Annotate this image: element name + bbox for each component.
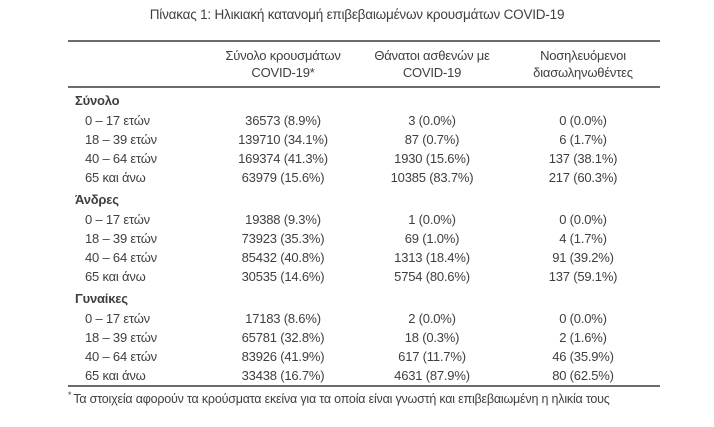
table-row: 65 και άνω 30535 (14.6%) 5754 (80.6%) 13… [68, 267, 660, 286]
age-group-cell: 0 – 17 ετών [85, 113, 150, 128]
deaths-cell: 69 (1.0%) [404, 231, 460, 246]
intubated-cell: 0 (0.0%) [559, 311, 607, 326]
table-row: 18 – 39 ετών 139710 (34.1%) 87 (0.7%) 6 … [68, 130, 660, 149]
section-label-total: Σύνολο [75, 93, 120, 108]
table-body: Σύνολο 0 – 17 ετών 36573 (8.9%) 3 (0.0%)… [68, 87, 660, 386]
table-row: 65 και άνω 33438 (16.7%) 4631 (87.9%) 80… [68, 366, 660, 386]
deaths-cell: 3 (0.0%) [408, 113, 456, 128]
table-row: 65 και άνω 63979 (15.6%) 10385 (83.7%) 2… [68, 168, 660, 187]
intubated-cell: 137 (59.1%) [548, 269, 618, 284]
table-row: 0 – 17 ετών 36573 (8.9%) 3 (0.0%) 0 (0.0… [68, 111, 660, 130]
cases-cell: 169374 (41.3%) [238, 151, 328, 166]
cases-cell: 33438 (16.7%) [241, 368, 325, 383]
deaths-cell: 5754 (80.6%) [394, 269, 470, 284]
deaths-cell: 4631 (87.9%) [394, 368, 470, 383]
table-row: 40 – 64 ετών 169374 (41.3%) 1930 (15.6%)… [68, 149, 660, 168]
cases-cell: 63979 (15.6%) [241, 170, 325, 185]
header-intubated: Νοσηλευόμενοι διασωληνωθέντες [506, 41, 660, 87]
intubated-cell: 91 (39.2%) [552, 250, 614, 265]
section-label-men: Άνδρες [75, 192, 119, 207]
footnote-marker: * [68, 390, 72, 400]
cases-cell: 19388 (9.3%) [245, 212, 321, 227]
table-row: 40 – 64 ετών 85432 (40.8%) 1313 (18.4%) … [68, 248, 660, 267]
header-intubated-line2: διασωληνωθέντες [533, 65, 633, 80]
intubated-cell: 80 (62.5%) [552, 368, 614, 383]
header-total-cases-line2: COVID-19* [251, 65, 315, 80]
age-group-cell: 65 και άνω [85, 368, 146, 383]
age-group-cell: 0 – 17 ετών [85, 212, 150, 227]
section-label-women: Γυναίκες [75, 291, 128, 306]
section-row-total: Σύνολο [68, 87, 660, 111]
intubated-cell: 0 (0.0%) [559, 212, 607, 227]
age-group-cell: 40 – 64 ετών [85, 250, 157, 265]
deaths-cell: 617 (11.7%) [398, 349, 466, 364]
deaths-cell: 10385 (83.7%) [390, 170, 474, 185]
footnote-text: Τα στοιχεία αφορούν τα κρούσματα εκείνα … [73, 392, 610, 407]
intubated-cell: 6 (1.7%) [559, 132, 607, 147]
header-deaths: Θάνατοι ασθενών με COVID-19 [358, 41, 506, 87]
age-group-cell: 65 και άνω [85, 269, 146, 284]
covid-age-distribution-table: Σύνολο κρουσμάτων COVID-19* Θάνατοι ασθε… [68, 40, 660, 387]
table-row: 18 – 39 ετών 73923 (35.3%) 69 (1.0%) 4 (… [68, 229, 660, 248]
header-empty-cell [68, 41, 208, 87]
section-row-men: Άνδρες [68, 187, 660, 210]
age-group-cell: 18 – 39 ετών [85, 132, 157, 147]
cases-cell: 17183 (8.6%) [245, 311, 321, 326]
table-row: 18 – 39 ετών 65781 (32.8%) 18 (0.3%) 2 (… [68, 328, 660, 347]
table-row: 40 – 64 ετών 83926 (41.9%) 617 (11.7%) 4… [68, 347, 660, 366]
deaths-cell: 1 (0.0%) [408, 212, 456, 227]
header-total-cases: Σύνολο κρουσμάτων COVID-19* [208, 41, 358, 87]
intubated-cell: 217 (60.3%) [548, 170, 618, 185]
cases-cell: 85432 (40.8%) [241, 250, 325, 265]
cases-cell: 83926 (41.9%) [241, 349, 325, 364]
age-group-cell: 0 – 17 ετών [85, 311, 150, 326]
age-group-cell: 65 και άνω [85, 170, 146, 185]
deaths-cell: 18 (0.3%) [404, 330, 460, 345]
intubated-cell: 4 (1.7%) [559, 231, 607, 246]
section-row-women: Γυναίκες [68, 286, 660, 309]
footnote: * Τα στοιχεία αφορούν τα κρούσματα εκείνα… [68, 390, 714, 406]
header-total-cases-line1: Σύνολο κρουσμάτων [225, 48, 341, 63]
intubated-cell: 46 (35.9%) [552, 349, 614, 364]
cases-cell: 73923 (35.3%) [241, 231, 325, 246]
cases-cell: 139710 (34.1%) [238, 132, 328, 147]
cases-cell: 65781 (32.8%) [241, 330, 325, 345]
header-deaths-line2: COVID-19 [402, 65, 462, 80]
table-header: Σύνολο κρουσμάτων COVID-19* Θάνατοι ασθε… [68, 41, 660, 87]
age-group-cell: 40 – 64 ετών [85, 349, 157, 364]
deaths-cell: 1313 (18.4%) [394, 250, 470, 265]
intubated-cell: 2 (1.6%) [559, 330, 607, 345]
header-row: Σύνολο κρουσμάτων COVID-19* Θάνατοι ασθε… [68, 41, 660, 87]
age-group-cell: 40 – 64 ετών [85, 151, 157, 166]
age-group-cell: 18 – 39 ετών [85, 231, 157, 246]
table-title: Πίνακας 1: Ηλικιακή κατανομή επιβεβαιωμέ… [149, 7, 565, 22]
cases-cell: 36573 (8.9%) [245, 113, 321, 128]
header-deaths-line1: Θάνατοι ασθενών με [374, 48, 490, 63]
deaths-cell: 87 (0.7%) [404, 132, 460, 147]
age-group-cell: 18 – 39 ετών [85, 330, 157, 345]
header-intubated-line1: Νοσηλευόμενοι [540, 48, 626, 63]
table-row: 0 – 17 ετών 19388 (9.3%) 1 (0.0%) 0 (0.0… [68, 210, 660, 229]
intubated-cell: 137 (38.1%) [548, 151, 618, 166]
deaths-cell: 1930 (15.6%) [394, 151, 470, 166]
cases-cell: 30535 (14.6%) [241, 269, 325, 284]
deaths-cell: 2 (0.0%) [408, 311, 456, 326]
table-row: 0 – 17 ετών 17183 (8.6%) 2 (0.0%) 0 (0.0… [68, 309, 660, 328]
intubated-cell: 0 (0.0%) [559, 113, 607, 128]
